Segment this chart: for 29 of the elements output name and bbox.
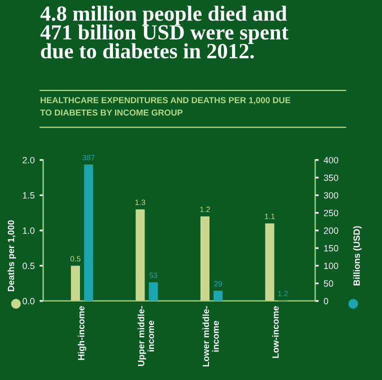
bar [70,266,80,301]
y2-tick-label: 300 [324,192,338,199]
bar [148,282,158,301]
y2-tick-label: 0 [324,298,328,304]
y-tick-label: 0.0 [22,298,34,304]
bar [214,290,223,301]
y2-axis-title: Billions (USD) [353,226,362,286]
x-tick-label: Lower middle- income [202,306,219,366]
y-tick-label: 1.5 [22,192,34,199]
y-tick-label: 2.0 [22,156,34,164]
y2-tick-label: 100 [324,262,338,270]
y2-tick-label: 150 [324,245,338,252]
y-axis-title: Deaths per 1,000 [8,220,16,292]
x-tick-label: High-income [78,306,86,360]
bar [136,209,145,301]
y-tick-label: 0.5 [22,262,34,270]
x-tick-label: Upper middle- income [138,306,154,366]
y2-tick-label: 200 [324,227,338,234]
x-tick-label: Low-income [272,306,279,358]
y2-tick-label: 350 [324,174,338,181]
y2-tick-label: 250 [324,210,338,216]
bar [265,223,274,301]
y2-tick-label: 50 [324,280,334,287]
y2-tick-label: 400 [324,156,338,164]
y-tick-label: 1.0 [22,227,34,234]
bar [200,216,210,301]
chart-subtitle: HEALTHCARE EXPENDITURES AND DEATHS PER 1,000 DUE TO DIABETES BY INCOME GROUP [40,97,290,116]
chart-title: 4.8 million people died and 471 billion USD were spent due to diabetes in 2012. [40,6,288,58]
bar [84,164,94,301]
